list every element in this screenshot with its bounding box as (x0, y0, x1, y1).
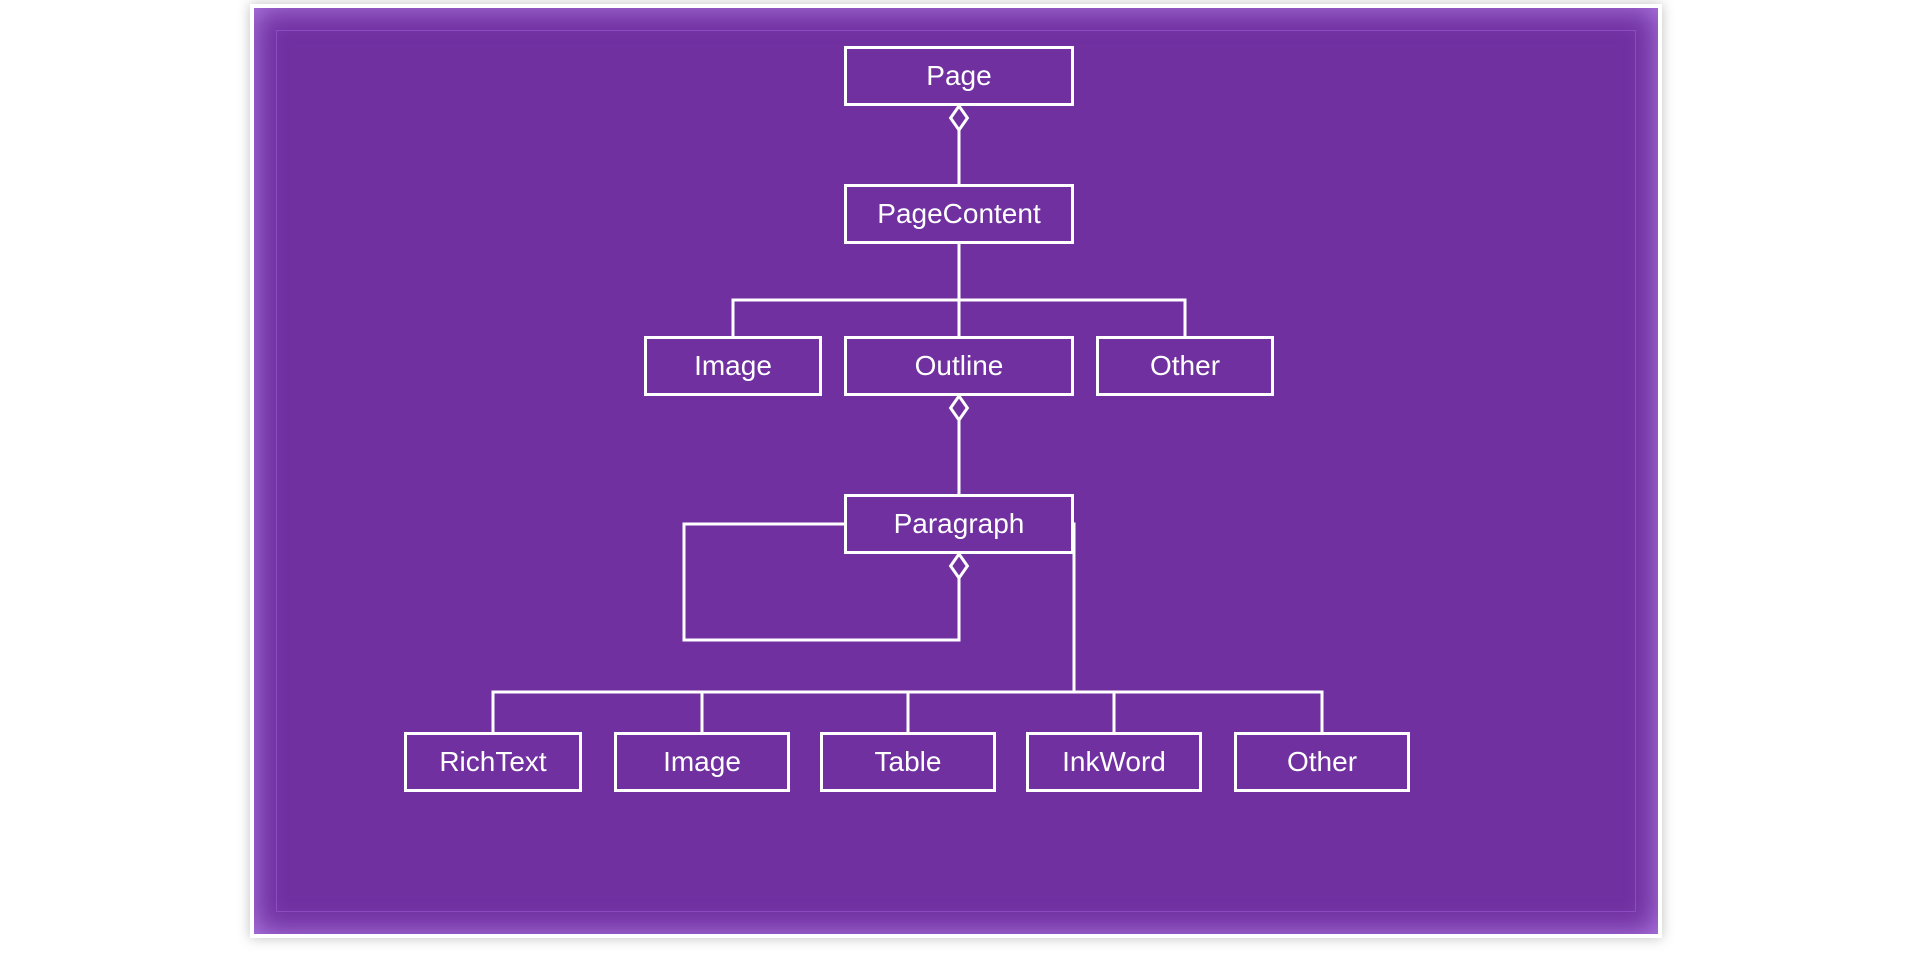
node-label: Outline (915, 350, 1004, 382)
node-image2: Image (614, 732, 790, 792)
node-table: Table (820, 732, 996, 792)
node-pagecontent: PageContent (844, 184, 1074, 244)
node-inkword: InkWord (1026, 732, 1202, 792)
node-label: PageContent (877, 198, 1040, 230)
node-image1: Image (644, 336, 822, 396)
node-label: Image (694, 350, 772, 382)
node-label: Other (1287, 746, 1357, 778)
node-label: Other (1150, 350, 1220, 382)
node-other2: Other (1234, 732, 1410, 792)
node-label: Paragraph (894, 508, 1025, 540)
node-label: Image (663, 746, 741, 778)
connectors (254, 8, 1666, 942)
node-label: Table (875, 746, 942, 778)
node-other1: Other (1096, 336, 1274, 396)
node-outline: Outline (844, 336, 1074, 396)
node-richtext: RichText (404, 732, 582, 792)
node-label: Page (926, 60, 991, 92)
node-label: InkWord (1062, 746, 1166, 778)
node-page: Page (844, 46, 1074, 106)
node-label: RichText (439, 746, 546, 778)
node-paragraph: Paragraph (844, 494, 1074, 554)
diagram-panel: Page PageContent Image Outline Other Paragrap… (250, 4, 1662, 938)
